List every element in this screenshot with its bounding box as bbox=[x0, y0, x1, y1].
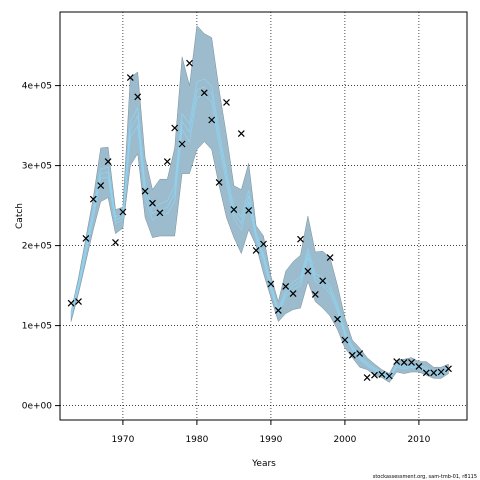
x-tick-label-0: 1970 bbox=[111, 435, 134, 445]
observed-marker-1983 bbox=[215, 178, 223, 186]
observed-markers bbox=[67, 59, 452, 382]
observed-marker-1967 bbox=[97, 182, 105, 190]
observed-marker-1993 bbox=[289, 290, 297, 298]
observed-marker-2004 bbox=[371, 371, 378, 379]
observed-marker-2010 bbox=[415, 362, 423, 370]
observed-marker-1979 bbox=[186, 59, 193, 67]
observed-marker-1964 bbox=[75, 298, 82, 306]
observed-marker-1969 bbox=[112, 238, 119, 246]
observed-marker-1990 bbox=[267, 280, 275, 288]
observed-marker-1965 bbox=[82, 234, 90, 242]
x-tick-label-1: 1980 bbox=[185, 435, 208, 445]
grid-lines bbox=[60, 12, 467, 420]
observed-marker-1971 bbox=[126, 74, 134, 82]
observed-marker-1996 bbox=[311, 290, 319, 298]
observed-marker-1981 bbox=[200, 89, 208, 97]
x-tick-label-2: 1990 bbox=[259, 435, 282, 445]
observed-marker-2001 bbox=[348, 351, 356, 359]
observed-marker-2014 bbox=[445, 365, 452, 373]
observed-marker-1984 bbox=[223, 98, 230, 106]
x-axis-title: Years bbox=[251, 459, 276, 469]
y-tick-label-1: 1e+05 bbox=[22, 322, 52, 332]
observed-marker-2008 bbox=[400, 358, 408, 366]
x-axis-ticks: 1970 1980 1990 2000 2010 bbox=[111, 420, 431, 445]
observed-marker-1991 bbox=[274, 306, 282, 314]
y-tick-label-0: 0e+00 bbox=[22, 402, 53, 412]
observed-marker-1970 bbox=[119, 208, 127, 216]
observed-marker-1968 bbox=[104, 158, 112, 166]
x-tick-label-4: 2010 bbox=[407, 435, 430, 445]
observed-marker-2007 bbox=[393, 358, 401, 366]
observed-marker-1989 bbox=[260, 240, 267, 248]
observed-marker-1976 bbox=[163, 158, 171, 166]
observed-marker-1963 bbox=[67, 299, 75, 307]
credit-text: stockassessment.org, sam-tmb-01, r8115 bbox=[373, 474, 477, 480]
estimate-lines bbox=[70, 78, 449, 380]
y-tick-label-4: 4e+05 bbox=[22, 82, 52, 92]
estimate-line-1 bbox=[70, 94, 449, 380]
observed-marker-1992 bbox=[282, 282, 290, 290]
observed-marker-1966 bbox=[89, 195, 97, 203]
observed-marker-1982 bbox=[208, 116, 216, 124]
confidence-band-area bbox=[70, 25, 449, 383]
observed-marker-1973 bbox=[141, 187, 149, 195]
observed-marker-1978 bbox=[178, 140, 186, 148]
observed-marker-1977 bbox=[171, 124, 179, 132]
observed-marker-2011 bbox=[422, 369, 430, 377]
observed-marker-1988 bbox=[252, 246, 260, 254]
observed-marker-1974 bbox=[149, 199, 156, 207]
observed-marker-1995 bbox=[304, 267, 312, 275]
observed-marker-2005 bbox=[378, 370, 386, 378]
x-tick-label-3: 2000 bbox=[333, 435, 356, 445]
observed-marker-2006 bbox=[385, 372, 393, 380]
confidence-band bbox=[70, 25, 449, 383]
plot-frame bbox=[59, 11, 468, 421]
observed-marker-1975 bbox=[156, 209, 164, 217]
observed-marker-2000 bbox=[341, 336, 349, 344]
observed-marker-1987 bbox=[245, 206, 253, 214]
observed-marker-2013 bbox=[437, 368, 445, 376]
observed-marker-1972 bbox=[134, 93, 142, 101]
observed-marker-1986 bbox=[237, 130, 245, 138]
y-axis-ticks: 0e+00 1e+05 2e+05 3e+05 4e+05 bbox=[22, 82, 60, 412]
observed-marker-1985 bbox=[230, 206, 238, 214]
y-tick-label-3: 3e+05 bbox=[22, 162, 52, 172]
y-tick-label-2: 2e+05 bbox=[22, 242, 52, 252]
observed-marker-2009 bbox=[408, 358, 415, 366]
observed-marker-2012 bbox=[430, 369, 438, 377]
observed-marker-1997 bbox=[319, 277, 327, 285]
observed-marker-1998 bbox=[326, 254, 334, 262]
observed-marker-1999 bbox=[334, 315, 341, 323]
observed-marker-1994 bbox=[297, 235, 304, 243]
estimate-line-0 bbox=[70, 86, 449, 379]
observed-marker-2002 bbox=[356, 350, 364, 358]
observed-marker-2003 bbox=[363, 374, 371, 382]
estimate-line-2 bbox=[70, 78, 449, 379]
y-axis-title: Catch bbox=[15, 203, 25, 229]
